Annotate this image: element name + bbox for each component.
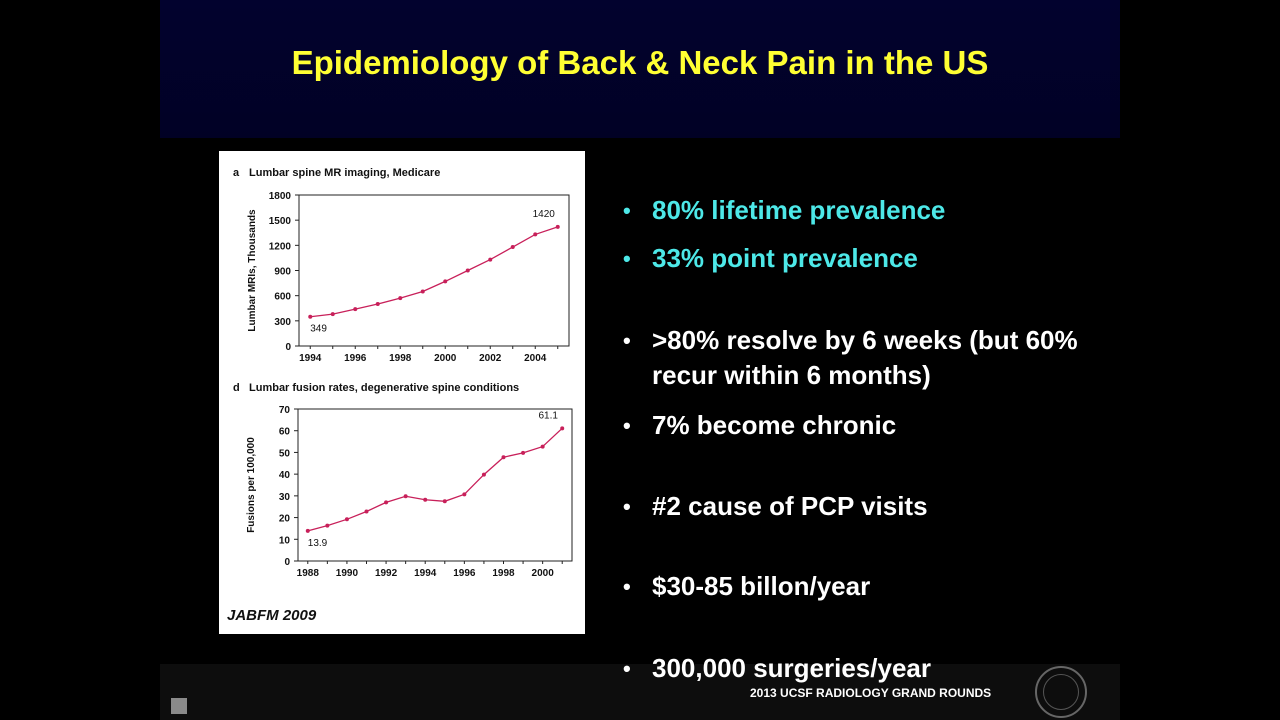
chart-title: Lumbar fusion rates, degenerative spine …	[249, 382, 519, 394]
data-point	[344, 517, 349, 522]
series-line	[310, 226, 558, 318]
y-axis-label: Lumbar MRIs, Thousands	[247, 209, 258, 332]
data-point	[501, 455, 506, 460]
university-seal-icon	[1035, 666, 1087, 718]
data-point	[423, 497, 428, 502]
y-tick-label: 30	[279, 492, 291, 503]
footer-band	[160, 664, 1120, 720]
x-tick-label: 1990	[336, 568, 359, 579]
data-label: 1420	[533, 209, 556, 220]
bullet-dot-icon: •	[623, 246, 631, 271]
data-point	[521, 450, 526, 455]
bullet-text: 80% lifetime prevalence	[652, 195, 946, 225]
y-tick-label: 300	[274, 317, 291, 328]
chart-title: Lumbar spine MR imaging, Medicare	[249, 167, 440, 179]
data-point	[560, 426, 565, 431]
data-point	[364, 509, 369, 514]
y-tick-label: 900	[274, 267, 291, 278]
series-line	[307, 427, 563, 532]
title-band: Epidemiology of Back & Neck Pain in the …	[160, 0, 1120, 138]
panel-letter: a	[233, 167, 240, 179]
x-tick-label: 1994	[414, 568, 437, 579]
bullet-text: 300,000 surgeries/year	[652, 653, 931, 683]
x-tick-label: 2002	[479, 353, 502, 364]
y-tick-label: 10	[279, 535, 291, 546]
x-tick-label: 1998	[389, 353, 412, 364]
data-point	[443, 279, 448, 284]
x-tick-label: 2000	[532, 568, 555, 579]
bullet-dot-icon: •	[623, 413, 631, 438]
bullet-text: 33% point prevalence	[652, 243, 918, 273]
x-tick-label: 1998	[492, 568, 515, 579]
data-point	[481, 472, 486, 477]
y-axis-label: Fusions per 100,000	[246, 437, 257, 533]
panel-letter: d	[233, 382, 240, 394]
data-point	[533, 232, 538, 237]
bullet-dot-icon: •	[623, 656, 631, 681]
data-point	[305, 528, 310, 533]
x-tick-label: 1996	[344, 353, 367, 364]
y-tick-label: 1800	[269, 191, 292, 202]
y-tick-label: 60	[279, 427, 291, 438]
data-point	[308, 314, 313, 319]
data-point	[465, 268, 470, 273]
bullet-dot-icon: •	[623, 494, 631, 519]
chart-svg: a Lumbar spine MR imaging, Medicare030060…	[233, 167, 573, 579]
data-point	[462, 492, 467, 497]
x-tick-label: 1994	[299, 353, 322, 364]
bullet-dot-icon: •	[623, 574, 631, 599]
x-tick-label: 2004	[524, 353, 547, 364]
y-tick-label: 20	[279, 514, 291, 525]
data-point	[375, 302, 380, 307]
y-tick-label: 0	[285, 342, 291, 353]
data-point	[555, 224, 560, 229]
data-point	[510, 245, 515, 250]
slide: Epidemiology of Back & Neck Pain in the …	[160, 0, 1120, 720]
y-tick-label: 0	[284, 557, 290, 568]
chart-figure: a Lumbar spine MR imaging, Medicare 0 300 60…	[219, 151, 585, 634]
footer-text: 2013 UCSF RADIOLOGY GRAND ROUNDS	[750, 686, 992, 700]
data-point	[353, 307, 358, 312]
data-point	[384, 500, 389, 505]
data-point	[330, 312, 335, 317]
data-label: 349	[310, 324, 327, 335]
y-tick-label: 600	[274, 292, 291, 303]
citation: JABFM 2009	[227, 607, 317, 624]
data-point	[398, 296, 403, 301]
bullet-text: $30-85 billon/year	[652, 571, 871, 601]
data-point	[325, 523, 330, 528]
data-point	[488, 257, 493, 262]
data-point	[442, 499, 447, 504]
data-point	[403, 494, 408, 499]
data-point	[420, 289, 425, 294]
bullet-text: >80% resolve by 6 weeks (but 60% recur w…	[652, 325, 1078, 390]
y-tick-label: 1200	[269, 241, 292, 252]
y-tick-label: 50	[279, 448, 291, 459]
y-tick-label: 40	[279, 470, 291, 481]
bullet-dot-icon: •	[623, 198, 631, 223]
bullet-text: #2 cause of PCP visits	[652, 491, 928, 521]
y-tick-label: 70	[279, 405, 291, 416]
y-tick-label: 1500	[269, 216, 292, 227]
slide-title: Epidemiology of Back & Neck Pain in the …	[291, 44, 989, 81]
data-label: 13.9	[308, 538, 328, 549]
x-tick-label: 2000	[434, 353, 457, 364]
slide-nav-square-icon[interactable]	[171, 698, 187, 714]
bullet-text: 7% become chronic	[652, 410, 897, 440]
data-label: 61.1	[538, 410, 558, 421]
x-tick-label: 1992	[375, 568, 398, 579]
x-tick-label: 1988	[297, 568, 320, 579]
plot-frame	[298, 194, 570, 347]
plot-frame	[297, 408, 573, 562]
x-tick-label: 1996	[453, 568, 476, 579]
bullet-dot-icon: •	[623, 328, 631, 353]
data-point	[540, 444, 545, 449]
